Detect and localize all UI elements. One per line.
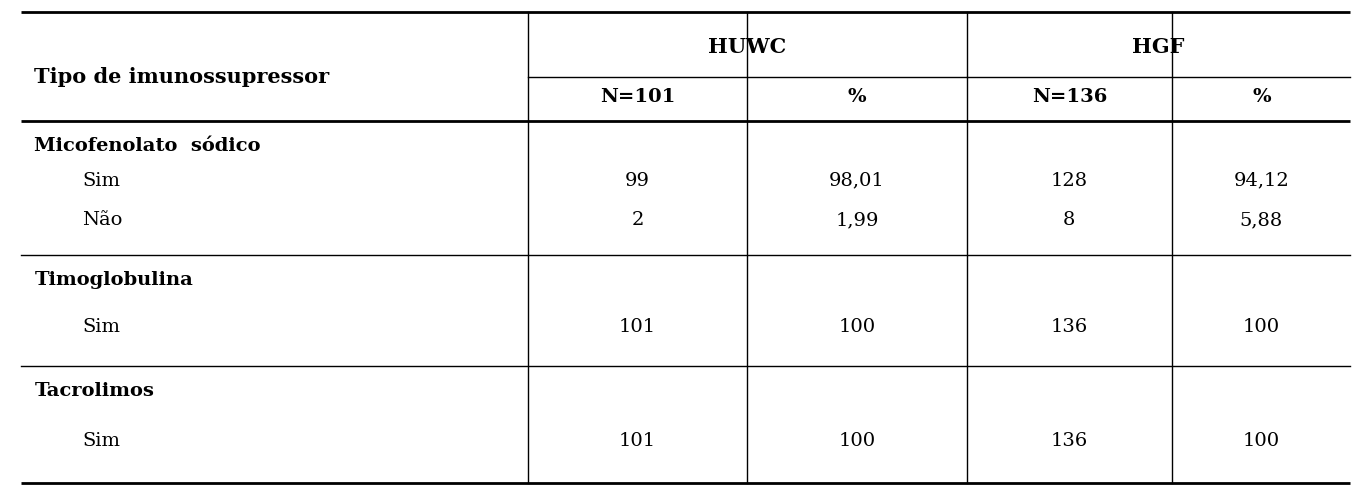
Text: %: % (1252, 88, 1271, 105)
Text: 128: 128 (1050, 172, 1089, 190)
Text: Sim: Sim (82, 318, 121, 336)
Text: 136: 136 (1050, 318, 1089, 336)
Text: 1,99: 1,99 (835, 211, 879, 229)
Text: 100: 100 (1242, 318, 1281, 336)
Text: HGF: HGF (1132, 37, 1185, 57)
Text: %: % (847, 88, 866, 105)
Text: N=101: N=101 (600, 88, 675, 105)
Text: 101: 101 (618, 432, 657, 449)
Text: 8: 8 (1063, 211, 1076, 229)
Text: 100: 100 (1242, 432, 1281, 449)
Text: 100: 100 (838, 318, 876, 336)
Text: Sim: Sim (82, 432, 121, 449)
Text: 101: 101 (618, 318, 657, 336)
Text: N=136: N=136 (1032, 88, 1106, 105)
Text: Não: Não (82, 211, 122, 229)
Text: Sim: Sim (82, 172, 121, 190)
Text: 94,12: 94,12 (1234, 172, 1289, 190)
Text: 5,88: 5,88 (1239, 211, 1283, 229)
Text: HUWC: HUWC (707, 37, 787, 57)
Text: Tacrolimos: Tacrolimos (34, 382, 154, 400)
Text: 136: 136 (1050, 432, 1089, 449)
Text: 100: 100 (838, 432, 876, 449)
Text: Tipo de imunossupressor: Tipo de imunossupressor (34, 67, 329, 87)
Text: Micofenolato  sódico: Micofenolato sódico (34, 137, 260, 155)
Text: 98,01: 98,01 (829, 172, 884, 190)
Text: 99: 99 (625, 172, 650, 190)
Text: Timoglobulina: Timoglobulina (34, 271, 193, 289)
Text: 2: 2 (631, 211, 644, 229)
